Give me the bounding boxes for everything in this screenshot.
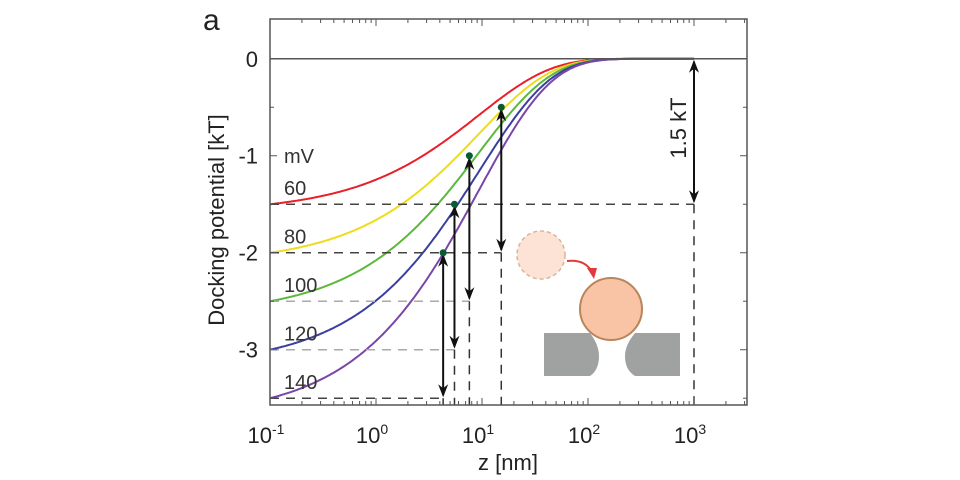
marker-80mV xyxy=(497,103,505,111)
x-tick-label-2: 101 xyxy=(462,421,494,448)
x-tick-label-0: 10-1 xyxy=(248,421,285,448)
inset-illustration xyxy=(516,230,680,376)
marker-140mV xyxy=(439,249,447,257)
docking-arrow-head xyxy=(587,268,597,279)
series-label-120mV: 120 xyxy=(284,324,317,346)
y-tick-label-3: -3 xyxy=(238,338,258,363)
annotation-1-5kT: 1.5 kT xyxy=(666,97,691,158)
x-tick-base: 10 xyxy=(568,423,592,448)
x-axis-title: z [nm] xyxy=(478,450,538,475)
arrow-head-down-0 xyxy=(438,384,449,398)
series-label-60mV: 60 xyxy=(284,178,306,200)
y-tick-label-2: -2 xyxy=(238,241,258,266)
marker-120mV xyxy=(450,200,458,208)
reference-lines-layer xyxy=(270,58,747,399)
ghost-particle xyxy=(516,230,566,280)
marker-100mV xyxy=(465,152,473,160)
arrows-layer xyxy=(438,59,699,405)
x-tick-base: 10 xyxy=(462,423,486,448)
membrane-left xyxy=(544,333,599,376)
x-tick-base: 10 xyxy=(674,423,698,448)
arrow-head-up-2 xyxy=(464,156,475,170)
series-label-100mV: 100 xyxy=(284,275,317,297)
y-axis-title: Docking potential [kT] xyxy=(204,114,229,326)
series-label-140mV: 140 xyxy=(284,372,317,394)
membrane-right xyxy=(625,333,680,376)
arrow-head-down-3 xyxy=(496,238,507,252)
y-tick-label-1: -1 xyxy=(238,144,258,169)
arrow-head-up-3 xyxy=(496,108,507,122)
x-tick-exponent: 2 xyxy=(592,421,600,437)
x-tick-label-3: 102 xyxy=(568,421,600,448)
arrow-head-down-4 xyxy=(689,190,699,204)
series-line-80mV xyxy=(269,57,694,254)
legend-title: mV xyxy=(284,146,315,168)
arrow-head-up-1 xyxy=(449,205,460,219)
series-label-80mV: 80 xyxy=(284,227,306,249)
x-tick-exponent: 1 xyxy=(486,421,494,437)
arrow-head-up-0 xyxy=(438,253,449,267)
panel-label: a xyxy=(203,4,220,37)
x-tick-label-4: 103 xyxy=(674,421,706,448)
x-tick-exponent: 3 xyxy=(698,421,706,437)
arrow-head-down-1 xyxy=(449,335,460,349)
axes-frame xyxy=(269,18,748,406)
x-tick-exponent: -1 xyxy=(272,421,285,437)
arrow-head-down-2 xyxy=(464,287,475,301)
x-tick-base: 10 xyxy=(356,423,380,448)
arrow-head-up-4 xyxy=(689,59,699,73)
docking-arrow xyxy=(566,259,593,273)
x-tick-exponent: 0 xyxy=(380,421,388,437)
x-tick-base: 10 xyxy=(248,423,272,448)
x-tick-label-1: 100 xyxy=(356,421,388,448)
docked-particle xyxy=(579,277,643,341)
series-line-100mV xyxy=(269,57,694,303)
y-tick-label-0: 0 xyxy=(246,47,258,72)
